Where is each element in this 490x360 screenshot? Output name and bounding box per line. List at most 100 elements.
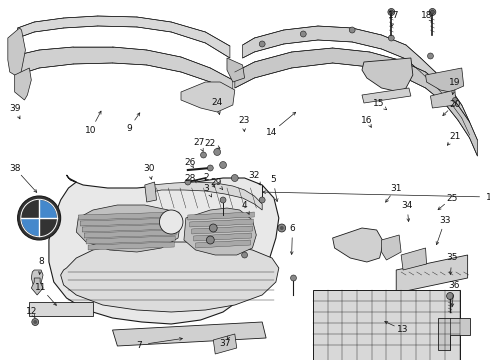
- Text: 2: 2: [204, 172, 209, 181]
- Polygon shape: [49, 175, 279, 324]
- Polygon shape: [235, 48, 477, 156]
- Text: 4: 4: [242, 201, 247, 210]
- Polygon shape: [151, 182, 262, 210]
- Circle shape: [220, 197, 226, 203]
- Circle shape: [220, 162, 226, 168]
- Polygon shape: [82, 224, 177, 232]
- Polygon shape: [61, 242, 279, 312]
- Circle shape: [259, 197, 265, 203]
- Circle shape: [452, 98, 457, 103]
- Circle shape: [300, 31, 306, 37]
- Polygon shape: [396, 255, 467, 293]
- Text: 16: 16: [361, 116, 372, 125]
- Text: 30: 30: [143, 163, 154, 172]
- Text: 24: 24: [212, 98, 223, 107]
- Polygon shape: [430, 90, 456, 108]
- Circle shape: [18, 196, 61, 240]
- Polygon shape: [88, 242, 174, 250]
- Polygon shape: [15, 68, 31, 100]
- Polygon shape: [29, 302, 93, 316]
- Text: 31: 31: [391, 184, 402, 193]
- Polygon shape: [227, 58, 245, 82]
- Text: 7: 7: [136, 341, 142, 350]
- Polygon shape: [78, 212, 179, 220]
- Text: 29: 29: [211, 177, 222, 186]
- Polygon shape: [86, 236, 175, 244]
- Polygon shape: [333, 228, 384, 262]
- Circle shape: [209, 224, 217, 232]
- Wedge shape: [39, 200, 57, 218]
- Polygon shape: [188, 212, 254, 220]
- Circle shape: [200, 152, 206, 158]
- Circle shape: [32, 319, 39, 325]
- Polygon shape: [18, 16, 230, 58]
- Polygon shape: [426, 68, 464, 92]
- Polygon shape: [84, 230, 176, 238]
- Circle shape: [427, 53, 433, 59]
- Text: 8: 8: [38, 257, 44, 266]
- Polygon shape: [76, 205, 181, 252]
- Circle shape: [159, 210, 183, 234]
- Polygon shape: [313, 290, 460, 360]
- Circle shape: [259, 41, 265, 47]
- Polygon shape: [31, 270, 43, 290]
- Text: 39: 39: [9, 104, 21, 113]
- Text: 27: 27: [193, 138, 204, 147]
- Wedge shape: [22, 218, 39, 236]
- Circle shape: [214, 149, 220, 156]
- Text: 15: 15: [373, 99, 384, 108]
- Text: 13: 13: [397, 325, 409, 334]
- Circle shape: [206, 236, 214, 244]
- Text: 1: 1: [486, 193, 490, 202]
- Polygon shape: [80, 218, 178, 226]
- Circle shape: [278, 224, 286, 232]
- Text: 18: 18: [421, 10, 432, 19]
- Polygon shape: [113, 322, 266, 346]
- Text: 26: 26: [184, 158, 196, 166]
- Polygon shape: [213, 334, 237, 354]
- Polygon shape: [192, 226, 252, 234]
- Polygon shape: [184, 208, 256, 255]
- Polygon shape: [145, 182, 156, 202]
- Circle shape: [429, 9, 436, 15]
- Polygon shape: [8, 28, 25, 78]
- Text: 36: 36: [448, 280, 460, 289]
- Circle shape: [33, 320, 37, 324]
- Text: 34: 34: [401, 201, 413, 210]
- Text: 11: 11: [35, 284, 47, 292]
- Text: 38: 38: [9, 163, 21, 172]
- Circle shape: [242, 252, 247, 258]
- Text: 37: 37: [219, 339, 231, 348]
- Circle shape: [231, 175, 238, 181]
- Circle shape: [446, 292, 453, 300]
- Polygon shape: [18, 47, 233, 95]
- Polygon shape: [382, 235, 401, 260]
- Polygon shape: [181, 82, 235, 112]
- Polygon shape: [31, 278, 43, 295]
- Polygon shape: [243, 26, 469, 135]
- Text: 25: 25: [446, 194, 458, 202]
- Text: 20: 20: [449, 99, 461, 108]
- Text: 17: 17: [388, 10, 399, 19]
- Text: 5: 5: [270, 175, 276, 184]
- Text: 6: 6: [290, 224, 295, 233]
- Polygon shape: [401, 248, 427, 270]
- Text: 9: 9: [126, 123, 132, 132]
- Polygon shape: [196, 240, 250, 248]
- Text: 10: 10: [85, 126, 97, 135]
- Text: 19: 19: [449, 77, 461, 86]
- Polygon shape: [362, 88, 411, 103]
- Circle shape: [280, 226, 284, 230]
- Text: 28: 28: [184, 174, 196, 183]
- Text: 12: 12: [25, 307, 37, 316]
- Text: 32: 32: [248, 171, 260, 180]
- Circle shape: [207, 165, 213, 171]
- Polygon shape: [190, 219, 253, 227]
- Circle shape: [389, 35, 394, 41]
- Circle shape: [388, 9, 395, 15]
- Circle shape: [430, 10, 434, 14]
- Text: 23: 23: [238, 116, 249, 125]
- Polygon shape: [362, 58, 413, 92]
- Text: 21: 21: [449, 131, 461, 140]
- Polygon shape: [438, 318, 469, 350]
